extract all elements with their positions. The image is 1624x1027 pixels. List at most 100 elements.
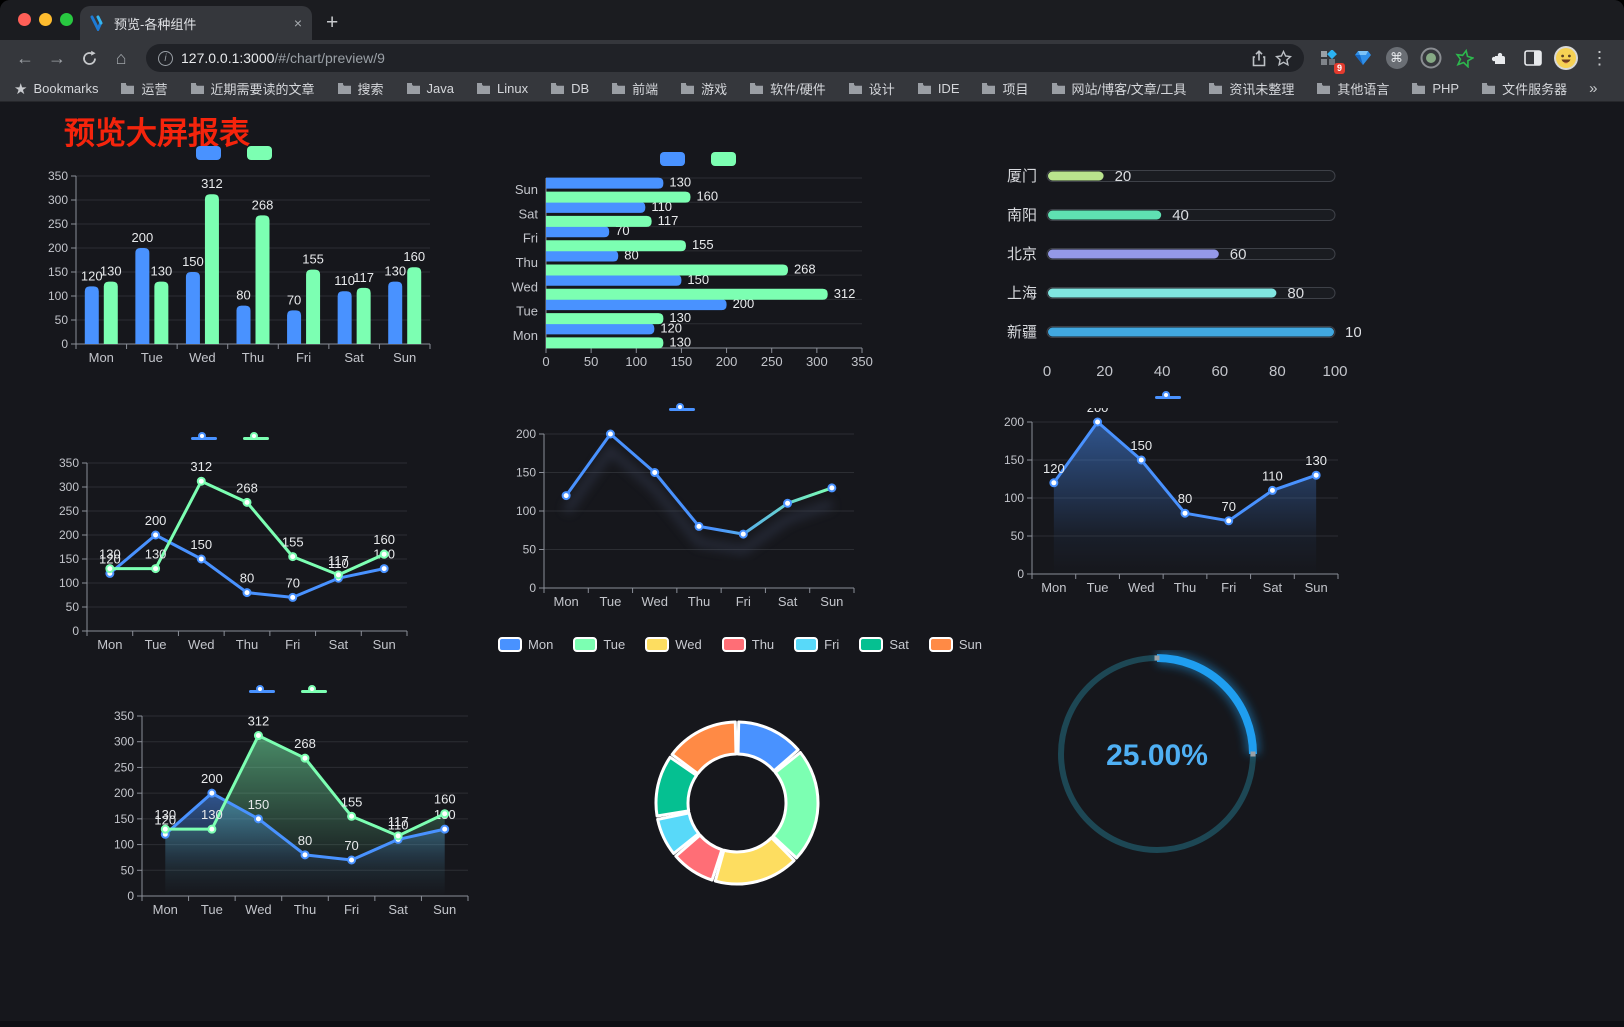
svg-text:150: 150 — [190, 537, 212, 552]
bookmark-folder[interactable]: Linux — [476, 81, 528, 96]
gem-extension-icon[interactable] — [1350, 46, 1375, 71]
legend-item-undefined[interactable] — [191, 432, 223, 444]
legend-item-undefined[interactable] — [660, 152, 691, 166]
new-tab-button[interactable]: + — [326, 11, 339, 34]
svg-text:130: 130 — [1305, 453, 1327, 468]
dual-area-chart[interactable]: 0 50 100 150 200 250 300 350 Mon Tue Wed Thu Fri Sat S… — [100, 680, 482, 924]
gauge-chart[interactable]: 25.00% — [1037, 650, 1277, 862]
svg-text:130: 130 — [384, 264, 406, 279]
bookmark-folder[interactable]: 近期需要读的文章 — [190, 79, 315, 98]
legend-item-undefined[interactable] — [669, 403, 701, 415]
chart-legend — [100, 680, 482, 702]
url-host: 127.0.0.1:3000 — [181, 50, 275, 66]
browser-tab[interactable]: 预览-各种组件 × — [80, 6, 312, 40]
extension-grid-icon[interactable]: 9 — [1316, 46, 1345, 74]
legend-item-Mon[interactable]: Mon — [498, 636, 553, 652]
bookmark-folder[interactable]: 前端 — [611, 79, 658, 98]
chart-legend: Mon Tue Wed Thu Fri Sat Sun — [498, 633, 982, 655]
svg-text:150: 150 — [1130, 438, 1152, 453]
window-minimize-button[interactable] — [39, 13, 52, 26]
bookmark-folder[interactable]: 运营 — [120, 79, 168, 98]
legend-label: Wed — [675, 636, 702, 652]
legend-swatch — [660, 152, 685, 166]
legend-item-Thu[interactable]: Thu — [721, 636, 774, 652]
donut-chart[interactable]: Mon Tue Wed Thu Fri Sat Sun — [498, 633, 982, 963]
svg-text:Tue: Tue — [145, 637, 167, 652]
bookmarks-manager[interactable]: ★ Bookmarks — [14, 80, 98, 98]
progress-bar-chart[interactable]: 厦门 20 南阳 40 北京 60 上海 80 新疆 100 0 20 40 60 80 100 — [985, 154, 1370, 384]
legend-label: Tue — [603, 636, 626, 652]
dual-line-chart[interactable]: 0 50 100 150 200 250 300 350 Mon Tue Wed Thu Fri Sat S… — [45, 427, 421, 659]
svg-text:南阳: 南阳 — [1007, 207, 1037, 224]
svg-text:120: 120 — [660, 320, 682, 335]
bookmarks-overflow-chevron[interactable]: » — [1589, 80, 1598, 97]
legend-item-undefined[interactable] — [301, 685, 333, 697]
bookmark-star-icon[interactable] — [1275, 49, 1292, 67]
area-line-chart[interactable]: 0 50 100 150 200 Mon Tue Wed Thu Fri Sat Sun 120 200 1… — [990, 386, 1352, 602]
legend-swatch — [247, 146, 272, 160]
bookmark-folder[interactable]: PHP — [1411, 81, 1459, 96]
url-bar[interactable]: i 127.0.0.1:3000/#/chart/preview/9 — [146, 44, 1304, 72]
bookmark-folder[interactable]: 搜索 — [337, 79, 384, 98]
record-extension-icon[interactable] — [1418, 46, 1443, 71]
window-bottom-edge — [0, 1021, 1624, 1027]
bookmark-folder[interactable]: 文件服务器 — [1481, 79, 1567, 98]
legend-swatch — [711, 152, 736, 166]
legend-item-undefined[interactable] — [249, 685, 281, 697]
bookmark-folder[interactable]: Java — [406, 81, 454, 96]
legend-item-undefined[interactable] — [247, 146, 278, 160]
svg-text:150: 150 — [248, 797, 270, 812]
legend-item-Sat[interactable]: Sat — [859, 636, 909, 652]
svg-text:50: 50 — [55, 313, 69, 327]
forward-icon[interactable]: → — [48, 47, 66, 68]
horizontal-bar-chart[interactable]: 0 50 100 150 200 250 300 350 Mon 120 130 Tue 200 130 W… — [500, 148, 902, 376]
bookmark-folder[interactable]: 软件/硬件 — [749, 79, 826, 98]
tab-close-icon[interactable]: × — [293, 15, 302, 31]
svg-text:Wed: Wed — [512, 279, 539, 294]
window-zoom-button[interactable] — [60, 13, 73, 26]
svg-text:Wed: Wed — [245, 902, 272, 917]
legend-item-undefined[interactable] — [243, 432, 275, 444]
profile-avatar[interactable] — [1554, 46, 1578, 70]
svg-text:150: 150 — [48, 265, 68, 279]
sidebar-icon[interactable] — [1520, 46, 1545, 71]
svg-text:Sun: Sun — [1305, 580, 1328, 595]
green-star-extension-icon[interactable] — [1452, 46, 1477, 71]
bookmark-folder[interactable]: 游戏 — [680, 79, 727, 98]
bookmark-folder[interactable]: 设计 — [848, 79, 895, 98]
bookmark-folder[interactable]: 项目 — [981, 79, 1029, 98]
legend-item-Sun[interactable]: Sun — [928, 636, 982, 652]
svg-text:50: 50 — [66, 600, 80, 614]
reload-icon[interactable] — [74, 44, 104, 72]
back-icon[interactable]: ← — [16, 47, 34, 68]
bookmark-folder[interactable]: 其他语言 — [1316, 79, 1389, 98]
bookmark-folder[interactable]: IDE — [917, 81, 960, 96]
bookmark-folder[interactable]: 资讯未整理 — [1208, 79, 1294, 98]
legend-item-Fri[interactable]: Fri — [794, 636, 839, 652]
legend-item-Wed[interactable]: Wed — [645, 636, 702, 652]
bookmark-label: IDE — [937, 81, 960, 96]
home-icon[interactable]: ⌂ — [115, 47, 127, 68]
legend-item-undefined[interactable] — [711, 152, 742, 166]
bookmark-folder[interactable]: DB — [550, 81, 589, 96]
command-extension-icon[interactable]: ⌘ — [1384, 46, 1409, 71]
svg-text:Thu: Thu — [242, 350, 264, 365]
svg-text:Fri: Fri — [285, 637, 300, 652]
legend-item-undefined[interactable] — [1155, 391, 1187, 403]
svg-text:155: 155 — [302, 252, 324, 267]
bookmark-label: Java — [426, 81, 454, 96]
grouped-bar-chart[interactable]: 0 50 100 150 200 250 300 350 Mon Tue Wed Thu Fri Sat S… — [32, 142, 442, 374]
gradient-line-chart[interactable]: 0 50 100 150 200 Mon Tue Wed Thu Fri Sat Sun — [502, 398, 868, 616]
site-info-icon[interactable]: i — [158, 50, 173, 66]
share-icon[interactable] — [1251, 49, 1267, 67]
legend-item-undefined[interactable] — [196, 146, 227, 160]
svg-text:100: 100 — [1322, 363, 1347, 380]
legend-item-Tue[interactable]: Tue — [573, 636, 626, 652]
svg-text:350: 350 — [851, 354, 873, 369]
legend-swatch — [573, 636, 598, 652]
chart-legend — [502, 398, 868, 420]
window-close-button[interactable] — [18, 13, 31, 26]
extensions-puzzle-icon[interactable] — [1486, 46, 1511, 71]
menu-dots-icon[interactable]: ⋮ — [1590, 47, 1609, 68]
bookmark-folder[interactable]: 网站/博客/文章/工具 — [1051, 79, 1186, 98]
